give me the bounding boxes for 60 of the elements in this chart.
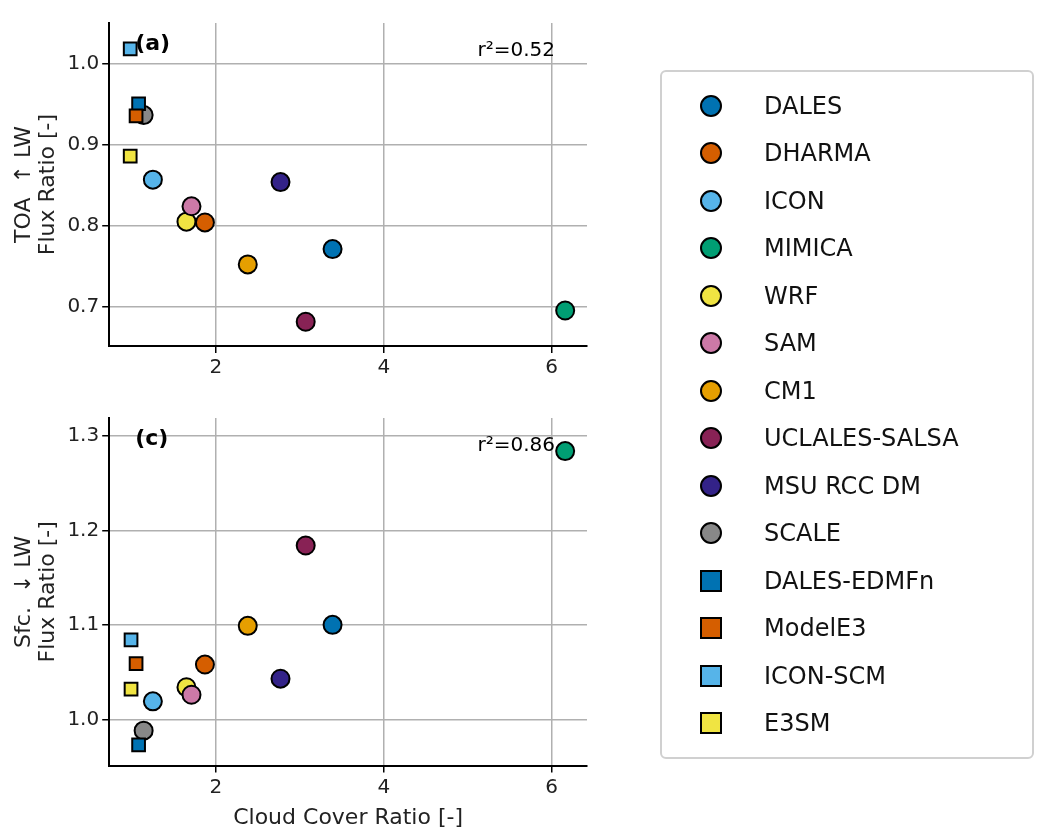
- point: [270, 172, 291, 193]
- y-tick-label: 0.8: [67, 211, 100, 236]
- y-tick-label: 1.0: [67, 50, 100, 75]
- annotation: r²=0.86: [477, 432, 555, 457]
- y-tick-label: 1.2: [67, 516, 100, 541]
- legend-label: ICON: [764, 186, 825, 215]
- point: [133, 720, 154, 741]
- legend-label: SCALE: [764, 519, 841, 548]
- point: [128, 108, 144, 124]
- x-tick-label: 4: [377, 354, 391, 379]
- y-tick-label: 0.9: [67, 131, 100, 156]
- point: [181, 684, 202, 705]
- point: [555, 300, 576, 321]
- point: [270, 668, 291, 689]
- y-tick-label: 0.7: [67, 292, 100, 317]
- point: [194, 212, 215, 233]
- legend-label: DHARMA: [764, 139, 871, 168]
- point: [194, 654, 215, 675]
- point: [237, 615, 258, 636]
- point: [181, 196, 202, 217]
- x-tick-label: 2: [209, 354, 223, 379]
- x-axis-title: Cloud Cover Ratio [-]: [233, 803, 464, 829]
- legend-label: ICON-SCM: [764, 661, 887, 690]
- y-tick-label: 1.0: [67, 705, 100, 730]
- legend-label: MSU RCC DM: [764, 471, 921, 500]
- annotation: r²=0.52: [477, 37, 555, 62]
- point: [131, 737, 146, 753]
- point: [123, 632, 139, 648]
- point: [555, 441, 576, 462]
- point: [123, 681, 139, 697]
- point: [128, 656, 144, 671]
- point: [176, 211, 197, 232]
- legend-label: CM1: [764, 376, 817, 405]
- point: [322, 614, 343, 635]
- legend-label: DALES-EDMFn: [764, 566, 935, 595]
- point: [122, 148, 138, 164]
- x-tick-label: 2: [209, 773, 223, 798]
- x-tick-label: 6: [545, 773, 559, 798]
- y-axis-title: Sfc. ↓ LW Flux Ratio [-]: [9, 521, 60, 663]
- point: [142, 691, 163, 712]
- legend-label: MIMICA: [764, 234, 853, 263]
- legend-label: DALES: [764, 91, 843, 120]
- point: [237, 254, 258, 275]
- x-tick-label: 6: [545, 354, 559, 379]
- point: [322, 239, 343, 260]
- annotation: (a): [135, 29, 171, 55]
- y-tick-label: 1.1: [67, 611, 100, 636]
- y-axis-title: TOA ↑ LW Flux Ratio [-]: [9, 113, 60, 256]
- point: [122, 41, 138, 57]
- legend-label: E3SM: [764, 709, 831, 738]
- y-tick-label: 1.3: [67, 422, 100, 447]
- legend-label: UCLALES-SALSA: [764, 424, 959, 453]
- annotation: (c): [135, 424, 169, 450]
- legend-label: ModelE3: [764, 614, 867, 643]
- legend-label: WRF: [764, 281, 819, 310]
- point: [142, 169, 163, 190]
- point: [295, 311, 316, 332]
- legend-label: SAM: [764, 329, 817, 358]
- x-tick-label: 4: [377, 773, 391, 798]
- point: [295, 535, 316, 556]
